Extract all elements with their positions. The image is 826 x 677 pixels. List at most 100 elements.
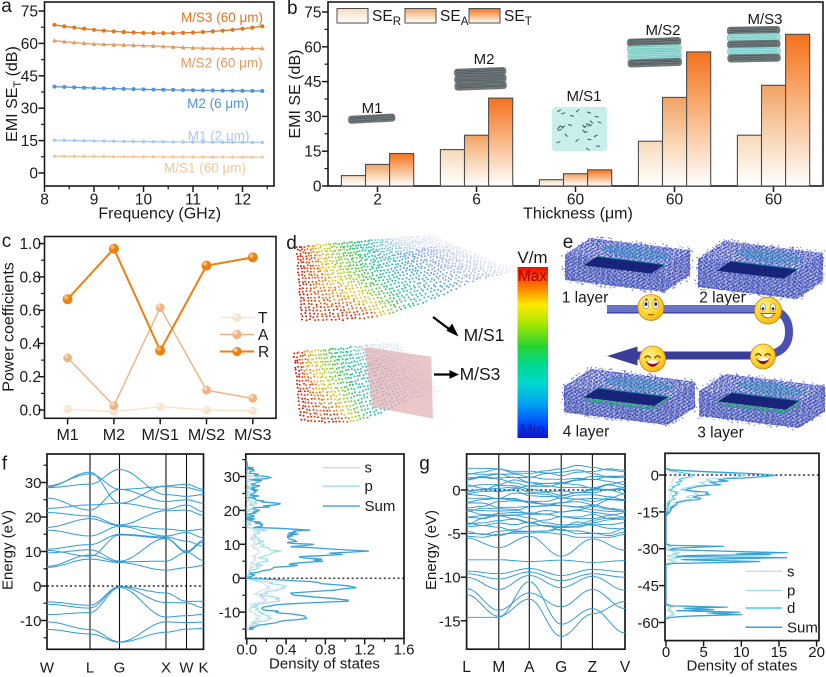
svg-text:s: s	[787, 563, 795, 580]
svg-text:f: f	[2, 454, 8, 475]
svg-text:M/S2 (60 μm): M/S2 (60 μm)	[181, 56, 263, 71]
svg-text:30: 30	[21, 101, 39, 118]
svg-text:60: 60	[567, 192, 585, 209]
svg-text:e: e	[563, 232, 574, 253]
svg-text:M/S3: M/S3	[747, 11, 782, 28]
svg-text:0.8: 0.8	[19, 269, 41, 286]
svg-text:0.6: 0.6	[19, 303, 41, 320]
svg-text:M/S3 (60 μm): M/S3 (60 μm)	[181, 10, 263, 25]
svg-text:A: A	[258, 327, 269, 344]
svg-text:0: 0	[313, 179, 322, 196]
svg-text:6: 6	[472, 192, 481, 209]
svg-text:-10: -10	[439, 570, 461, 587]
svg-text:0.0: 0.0	[19, 403, 41, 420]
svg-text:0: 0	[29, 166, 38, 183]
svg-text:T: T	[258, 310, 268, 327]
svg-text:0.8: 0.8	[315, 642, 336, 659]
svg-text:K: K	[198, 660, 208, 677]
svg-text:M/S3: M/S3	[460, 364, 501, 384]
svg-text:M2: M2	[474, 51, 495, 68]
svg-text:A: A	[524, 659, 535, 676]
svg-text:1 layer: 1 layer	[562, 290, 609, 307]
svg-text:g: g	[419, 454, 430, 475]
svg-text:0.0: 0.0	[236, 642, 257, 659]
svg-text:0.4: 0.4	[276, 642, 297, 659]
svg-text:1.0: 1.0	[19, 236, 41, 253]
svg-text:Energy (eV): Energy (eV)	[423, 510, 440, 590]
svg-text:60: 60	[304, 39, 322, 56]
svg-text:M: M	[492, 659, 505, 676]
svg-text:p: p	[365, 478, 373, 495]
svg-text:Power coefficients: Power coefficients	[1, 262, 18, 392]
svg-text:2 layer: 2 layer	[699, 290, 746, 307]
svg-text:5: 5	[699, 644, 707, 661]
svg-text:2: 2	[373, 192, 382, 209]
svg-text:-10: -10	[219, 605, 241, 622]
svg-text:-15: -15	[637, 504, 659, 521]
svg-text:15: 15	[771, 644, 788, 661]
svg-text:60: 60	[21, 36, 39, 53]
svg-text:0: 0	[33, 579, 41, 596]
svg-text:30: 30	[25, 475, 42, 492]
svg-text:Energy (eV): Energy (eV)	[0, 510, 17, 590]
svg-text:s: s	[365, 460, 373, 477]
svg-text:M/S1 (60 μm): M/S1 (60 μm)	[164, 161, 246, 176]
svg-text:1.6: 1.6	[394, 642, 415, 659]
svg-text:EMI SET (dB): EMI SET (dB)	[4, 46, 24, 142]
svg-text:M/S1: M/S1	[464, 325, 505, 345]
svg-text:G: G	[555, 659, 567, 676]
svg-text:W: W	[179, 660, 194, 677]
svg-text:0: 0	[662, 644, 670, 661]
svg-text:R: R	[258, 344, 269, 361]
svg-text:M2: M2	[103, 427, 125, 444]
svg-text:G: G	[114, 660, 126, 677]
svg-text:10: 10	[135, 192, 153, 209]
svg-text:M1: M1	[362, 100, 383, 117]
svg-text:0: 0	[651, 468, 659, 485]
svg-text:10: 10	[224, 537, 241, 554]
svg-text:30: 30	[304, 109, 322, 126]
svg-text:b: b	[287, 0, 298, 19]
svg-text:Sum: Sum	[365, 498, 396, 515]
svg-text:60: 60	[765, 192, 783, 209]
svg-text:Z: Z	[588, 659, 597, 676]
svg-text:0: 0	[232, 571, 240, 588]
svg-text:V: V	[620, 659, 631, 676]
svg-text:30: 30	[224, 469, 241, 486]
svg-text:W: W	[40, 660, 55, 677]
svg-text:L: L	[462, 659, 471, 676]
svg-text:20: 20	[224, 503, 241, 520]
svg-text:-30: -30	[637, 541, 659, 558]
svg-text:20: 20	[808, 644, 825, 661]
svg-text:0.2: 0.2	[19, 369, 41, 386]
svg-text:V/m: V/m	[517, 248, 547, 267]
svg-text:0: 0	[452, 483, 460, 500]
svg-text:20: 20	[25, 510, 42, 527]
svg-text:M/S2: M/S2	[645, 22, 680, 39]
svg-text:X: X	[161, 660, 171, 677]
svg-text:M2 (6 μm): M2 (6 μm)	[187, 96, 249, 111]
svg-text:Thickness (μm): Thickness (μm)	[523, 206, 633, 223]
svg-text:M/S2: M/S2	[188, 427, 225, 444]
svg-text:10: 10	[25, 544, 42, 561]
svg-text:d: d	[286, 233, 297, 254]
svg-text:M/S1: M/S1	[142, 427, 179, 444]
svg-text:10: 10	[733, 644, 750, 661]
svg-text:0.4: 0.4	[19, 336, 41, 353]
svg-text:-60: -60	[637, 615, 659, 632]
svg-text:M1: M1	[56, 427, 78, 444]
svg-text:75: 75	[304, 5, 321, 22]
svg-text:Density of states: Density of states	[269, 656, 380, 673]
svg-text:d: d	[787, 600, 795, 617]
svg-text:M/S3: M/S3	[234, 427, 271, 444]
svg-text:Sum: Sum	[787, 619, 818, 636]
svg-text:-10: -10	[20, 613, 42, 630]
svg-text:-5: -5	[447, 526, 460, 543]
svg-text:60: 60	[666, 192, 684, 209]
svg-text:45: 45	[304, 74, 321, 91]
svg-text:12: 12	[234, 192, 251, 209]
svg-text:-15: -15	[439, 613, 461, 630]
svg-text:4 layer: 4 layer	[563, 424, 610, 441]
svg-text:EMI SE (dB): EMI SE (dB)	[287, 50, 304, 139]
svg-text:15: 15	[304, 144, 321, 161]
